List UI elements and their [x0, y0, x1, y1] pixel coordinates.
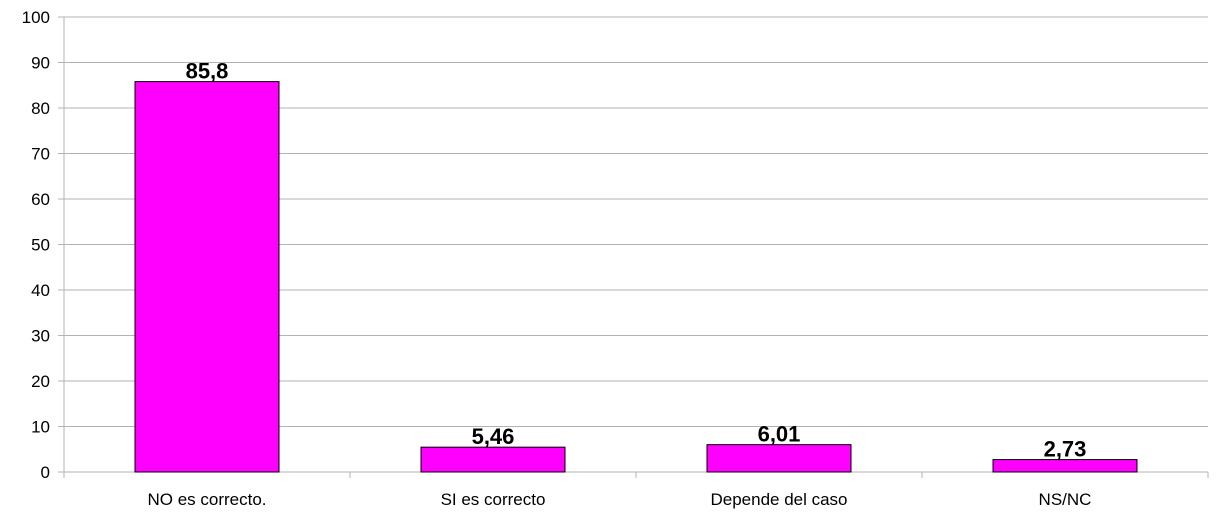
y-tick-label: 50	[31, 236, 50, 255]
bar	[420, 446, 566, 473]
bar-value-label: 6,01	[758, 422, 801, 447]
y-tick-label: 30	[31, 327, 50, 346]
y-tick-label: 20	[31, 372, 50, 391]
x-category-label: SI es correcto	[441, 490, 546, 509]
y-tick-label: 0	[41, 463, 50, 482]
y-axis-tick-labels: 0 10 20 30 40 50 60 70 80 90 100	[22, 8, 50, 482]
bar-value-label: 85,8	[186, 59, 229, 84]
bar-value-label: 2,73	[1044, 437, 1087, 462]
bars	[134, 81, 1138, 473]
x-category-label: NO es correcto.	[147, 490, 266, 509]
y-tick-label: 40	[31, 281, 50, 300]
bar-value-label: 5,46	[472, 424, 515, 449]
x-category-label: Depende del caso	[710, 490, 847, 509]
bar	[992, 459, 1138, 473]
y-tick-label: 10	[31, 418, 50, 437]
x-category-label: NS/NC	[1039, 490, 1092, 509]
bar	[706, 444, 852, 473]
y-tick-label: 90	[31, 54, 50, 73]
y-tick-label: 80	[31, 99, 50, 118]
data-labels: 85,8 5,46 6,01 2,73	[186, 59, 1087, 462]
y-tick-label: 60	[31, 190, 50, 209]
bar	[134, 81, 280, 473]
y-tick-label: 70	[31, 145, 50, 164]
y-tick-label: 100	[22, 8, 50, 27]
x-axis-category-labels: NO es correcto. SI es correcto Depende del…	[147, 490, 1091, 509]
